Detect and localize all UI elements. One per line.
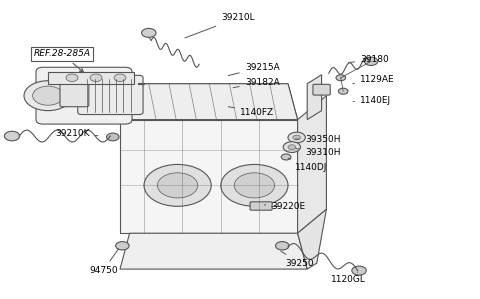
FancyBboxPatch shape — [60, 77, 89, 107]
Polygon shape — [298, 209, 326, 269]
Circle shape — [116, 242, 129, 250]
Text: 39220E: 39220E — [264, 202, 305, 211]
Circle shape — [142, 28, 156, 37]
Text: 39182A: 39182A — [233, 78, 279, 88]
FancyBboxPatch shape — [36, 67, 132, 124]
Text: 1120GL: 1120GL — [331, 272, 366, 284]
Polygon shape — [120, 120, 298, 233]
Circle shape — [157, 173, 198, 198]
Circle shape — [221, 164, 288, 206]
Circle shape — [24, 81, 72, 111]
Text: 1129AE: 1129AE — [353, 75, 395, 84]
Polygon shape — [134, 84, 298, 120]
Text: 1140FZ: 1140FZ — [228, 107, 274, 117]
Text: 39210L: 39210L — [185, 13, 254, 38]
Circle shape — [4, 131, 20, 141]
Polygon shape — [120, 233, 307, 269]
Circle shape — [33, 86, 63, 105]
Polygon shape — [307, 75, 322, 120]
Polygon shape — [48, 72, 134, 84]
Circle shape — [144, 164, 211, 206]
Circle shape — [288, 145, 296, 150]
Text: 39210K: 39210K — [55, 129, 98, 138]
Ellipse shape — [90, 74, 102, 82]
Circle shape — [288, 132, 305, 143]
Circle shape — [281, 154, 291, 160]
Circle shape — [283, 142, 300, 152]
Circle shape — [338, 88, 348, 94]
Polygon shape — [120, 84, 298, 120]
Text: 39215A: 39215A — [228, 63, 279, 76]
FancyBboxPatch shape — [78, 75, 143, 115]
Circle shape — [293, 135, 300, 140]
Ellipse shape — [66, 74, 78, 82]
Circle shape — [107, 133, 119, 141]
Circle shape — [234, 173, 275, 198]
Text: 39180: 39180 — [348, 55, 389, 64]
Text: 39350H: 39350H — [296, 135, 340, 144]
Circle shape — [276, 242, 289, 250]
Text: 1140EJ: 1140EJ — [353, 96, 391, 105]
FancyBboxPatch shape — [250, 202, 272, 210]
Text: 39310H: 39310H — [296, 148, 340, 157]
Text: REF.28-285A: REF.28-285A — [34, 49, 91, 72]
Text: 94750: 94750 — [89, 249, 119, 275]
Circle shape — [336, 75, 346, 81]
Text: 39250: 39250 — [281, 251, 314, 268]
FancyBboxPatch shape — [313, 84, 330, 95]
Text: 1140DJ: 1140DJ — [288, 158, 327, 172]
Circle shape — [352, 266, 366, 275]
Circle shape — [364, 57, 378, 65]
Ellipse shape — [114, 74, 126, 82]
Polygon shape — [298, 96, 326, 233]
